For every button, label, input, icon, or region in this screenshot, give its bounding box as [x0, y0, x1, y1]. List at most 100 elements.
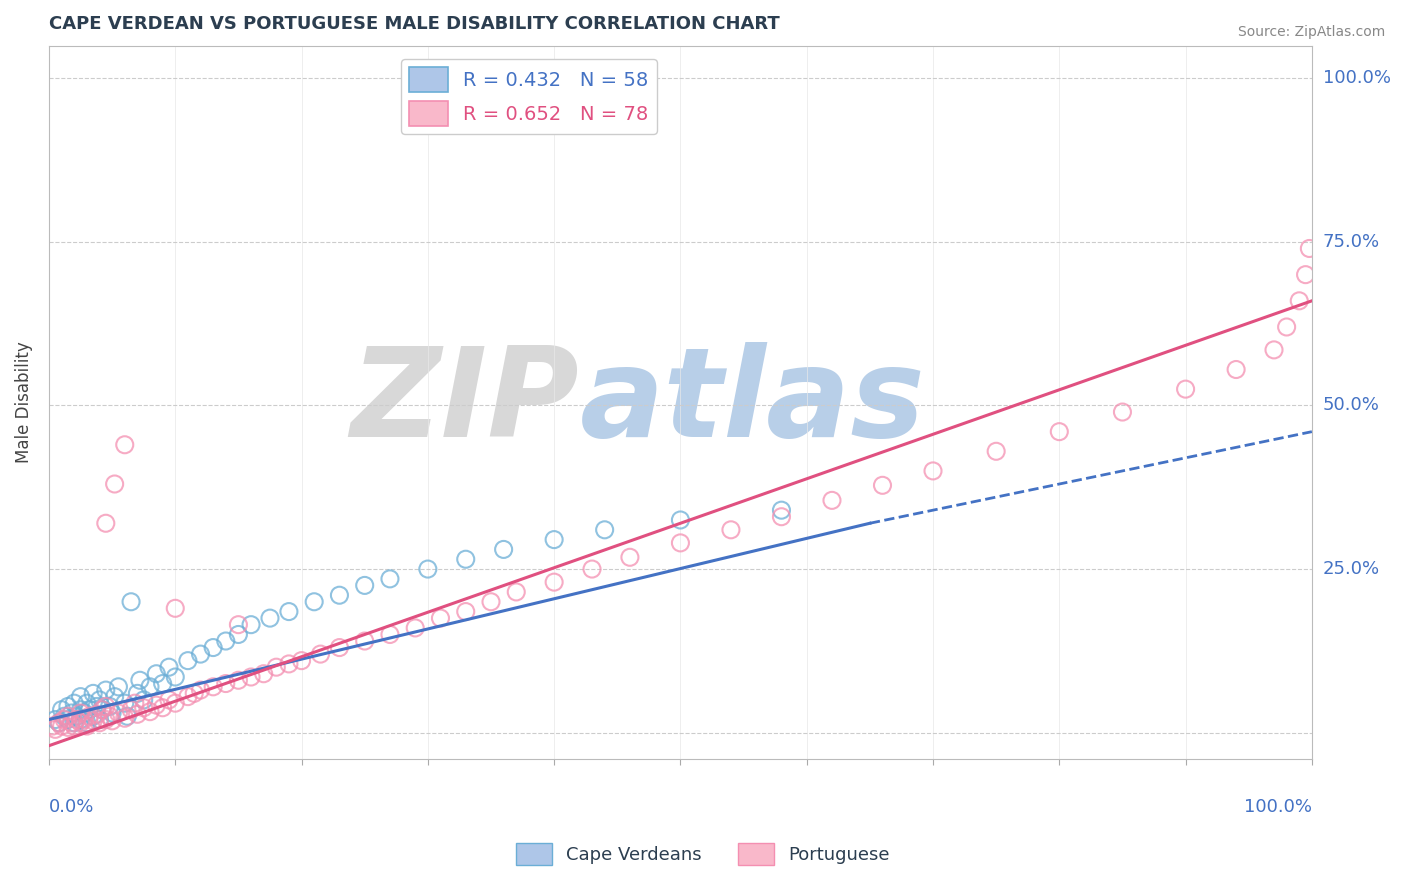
Point: [177, 654, 200, 668]
Text: 75.0%: 75.0%: [1323, 233, 1381, 251]
Point: [190, 683, 212, 698]
Point: [114, 696, 136, 710]
Point: [1174, 382, 1197, 396]
Point: [104, 690, 127, 704]
Point: [404, 621, 426, 635]
Point: [240, 670, 263, 684]
Point: [132, 700, 155, 714]
Point: [145, 666, 167, 681]
Point: [1225, 362, 1247, 376]
Point: [107, 706, 129, 720]
Point: [101, 714, 124, 728]
Point: [1275, 320, 1298, 334]
Point: [1263, 343, 1285, 357]
Point: [1298, 242, 1320, 256]
Text: 50.0%: 50.0%: [1323, 397, 1379, 415]
Point: [82, 714, 104, 728]
Point: [872, 478, 894, 492]
Point: [60, 706, 83, 720]
Point: [152, 676, 174, 690]
Point: [821, 493, 844, 508]
Point: [82, 709, 104, 723]
Point: [69, 703, 91, 717]
Point: [240, 617, 263, 632]
Point: [770, 509, 793, 524]
Point: [69, 713, 91, 727]
Point: [215, 676, 238, 690]
Text: 100.0%: 100.0%: [1244, 798, 1312, 816]
Point: [543, 575, 565, 590]
Point: [79, 703, 101, 717]
Point: [177, 690, 200, 704]
Point: [129, 673, 152, 688]
Point: [94, 516, 117, 531]
Point: [416, 562, 439, 576]
Point: [42, 719, 65, 733]
Point: [56, 713, 79, 727]
Point: [56, 720, 79, 734]
Point: [228, 673, 250, 688]
Text: Source: ZipAtlas.com: Source: ZipAtlas.com: [1237, 25, 1385, 39]
Point: [76, 696, 98, 710]
Point: [429, 611, 451, 625]
Point: [165, 670, 187, 684]
Point: [259, 611, 281, 625]
Point: [120, 703, 142, 717]
Point: [94, 699, 117, 714]
Point: [51, 719, 73, 733]
Point: [114, 438, 136, 452]
Point: [253, 666, 276, 681]
Point: [51, 703, 73, 717]
Point: [669, 513, 692, 527]
Point: [117, 709, 139, 723]
Legend: Cape Verdeans, Portuguese: Cape Verdeans, Portuguese: [509, 836, 897, 872]
Point: [69, 690, 91, 704]
Point: [309, 647, 332, 661]
Point: [1047, 425, 1070, 439]
Point: [277, 605, 299, 619]
Point: [492, 542, 515, 557]
Point: [82, 686, 104, 700]
Point: [190, 647, 212, 661]
Point: [86, 707, 108, 722]
Point: [290, 654, 312, 668]
Point: [73, 706, 96, 720]
Point: [98, 699, 121, 714]
Point: [353, 634, 375, 648]
Point: [63, 719, 86, 733]
Point: [543, 533, 565, 547]
Point: [228, 617, 250, 632]
Point: [353, 578, 375, 592]
Point: [114, 711, 136, 725]
Point: [89, 713, 111, 727]
Point: [94, 683, 117, 698]
Point: [986, 444, 1008, 458]
Point: [63, 715, 86, 730]
Text: 25.0%: 25.0%: [1323, 560, 1381, 578]
Point: [107, 680, 129, 694]
Point: [139, 705, 162, 719]
Point: [593, 523, 616, 537]
Point: [101, 706, 124, 720]
Point: [922, 464, 945, 478]
Point: [1111, 405, 1133, 419]
Point: [669, 536, 692, 550]
Point: [53, 713, 76, 727]
Point: [152, 700, 174, 714]
Point: [76, 715, 98, 730]
Point: [60, 715, 83, 730]
Point: [48, 715, 70, 730]
Point: [157, 660, 180, 674]
Legend: R = 0.432   N = 58, R = 0.652   N = 78: R = 0.432 N = 58, R = 0.652 N = 78: [401, 59, 657, 134]
Point: [66, 713, 89, 727]
Point: [720, 523, 742, 537]
Text: 0.0%: 0.0%: [49, 798, 94, 816]
Point: [44, 713, 66, 727]
Point: [479, 595, 502, 609]
Text: ZIP: ZIP: [350, 342, 579, 463]
Y-axis label: Male Disability: Male Disability: [15, 342, 32, 463]
Point: [378, 572, 401, 586]
Point: [69, 706, 91, 720]
Point: [157, 693, 180, 707]
Point: [770, 503, 793, 517]
